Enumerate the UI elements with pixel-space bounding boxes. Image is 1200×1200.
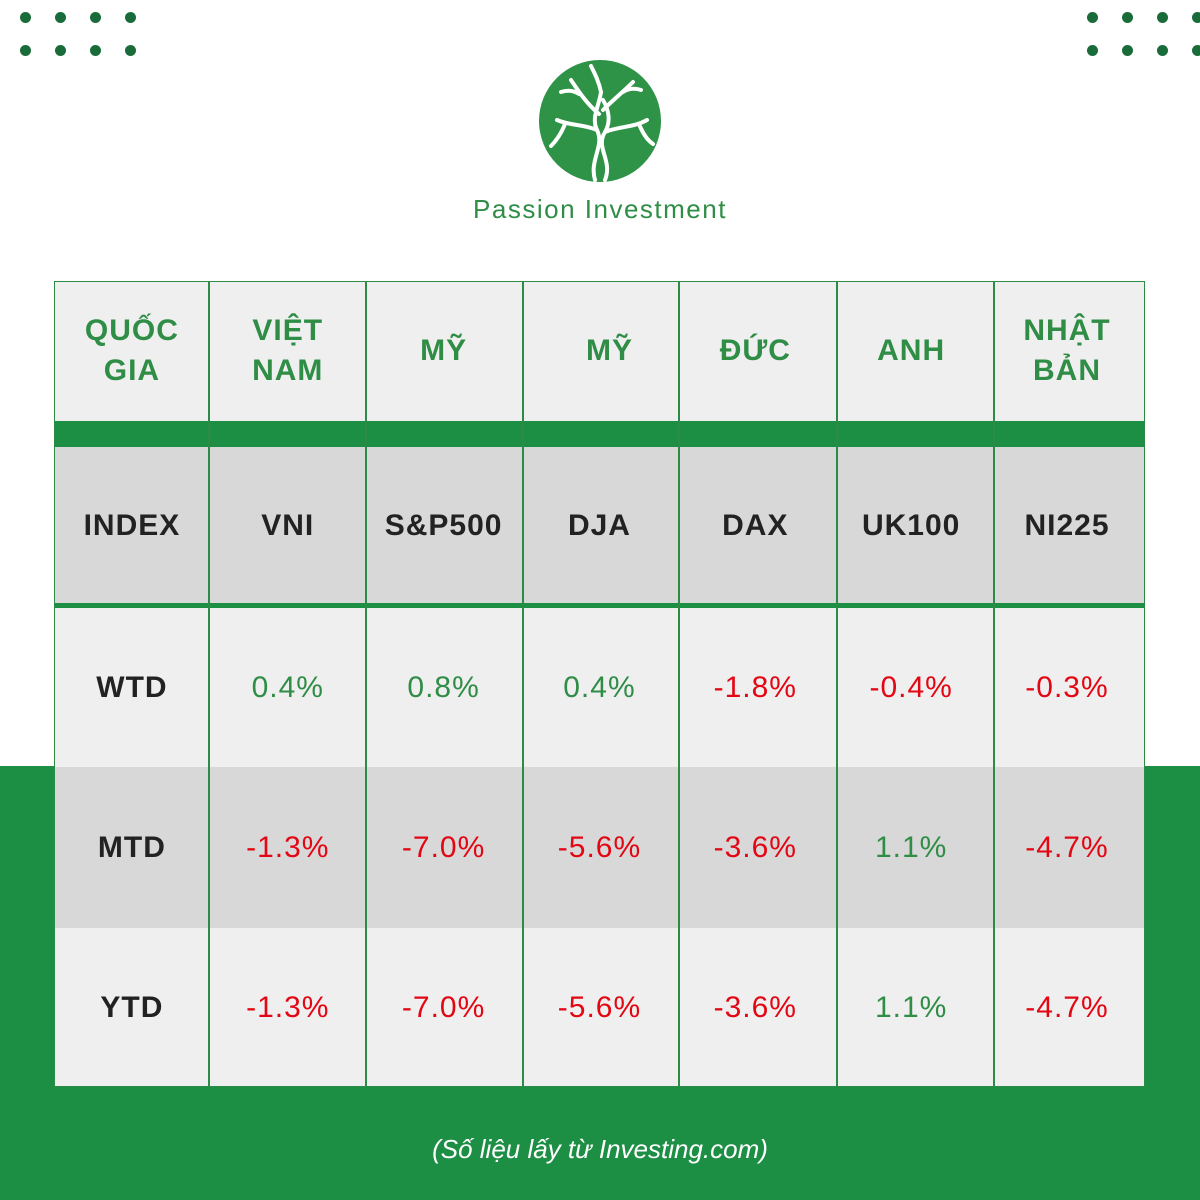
value-cell: -1.3% <box>246 990 330 1024</box>
country-header-label: QUỐC GIA <box>84 314 179 387</box>
value-cell: 1.1% <box>874 990 948 1024</box>
country-cell: NHẬT BẢN <box>1023 314 1111 387</box>
country-cell: ANH <box>877 334 946 367</box>
index-cell: NI225 <box>1024 509 1110 542</box>
decorative-dots-left <box>20 12 136 56</box>
index-cell: DAX <box>722 509 789 542</box>
table-row-ytd: YTD -1.3% -7.0% -5.6% -3.6% 1.1% -4.7% <box>54 928 1145 1087</box>
index-performance-table: QUỐC GIA VIỆT NAM MỸ MỸ ĐỨC ANH NHẬT BẢN… <box>54 281 1145 1087</box>
value-cell: -5.6% <box>557 990 642 1024</box>
value-cell: 0.8% <box>407 670 480 704</box>
row-label: YTD <box>100 990 164 1024</box>
value-cell: -3.6% <box>713 990 797 1024</box>
value-cell: -7.0% <box>401 830 486 864</box>
country-cell: VIỆT NAM <box>252 314 324 387</box>
row-label: WTD <box>96 670 168 704</box>
index-cell: DJA <box>567 509 631 542</box>
country-cell: MỸ <box>585 334 633 367</box>
value-cell: 0.4% <box>251 670 324 704</box>
value-cell: 1.1% <box>874 830 948 864</box>
value-cell: -4.7% <box>1025 830 1109 864</box>
value-cell: -1.3% <box>246 830 330 864</box>
source-footnote: (Số liệu lấy từ Investing.com) <box>432 1134 768 1164</box>
brand-name: Passion Investment <box>473 194 727 224</box>
value-cell: 0.4% <box>563 670 636 704</box>
decorative-dots-right <box>1087 12 1200 56</box>
column-divider <box>365 281 367 1087</box>
value-cell: -1.8% <box>713 670 797 704</box>
index-header-row: INDEX VNI S&P500 DJA DAX UK100 NI225 <box>54 447 1145 605</box>
index-header-label: INDEX <box>83 509 181 542</box>
column-divider <box>522 281 524 1087</box>
value-cell: -0.4% <box>869 670 953 704</box>
table-row-wtd: WTD 0.4% 0.8% 0.4% -1.8% -0.4% -0.3% <box>54 608 1145 767</box>
index-separator <box>54 603 1145 608</box>
header-separator <box>54 421 1145 447</box>
country-header-row: QUỐC GIA VIỆT NAM MỸ MỸ ĐỨC ANH NHẬT BẢN <box>54 281 1145 421</box>
table-row-mtd: MTD -1.3% -7.0% -5.6% -3.6% 1.1% -4.7% <box>54 767 1145 928</box>
tree-logo-icon <box>539 60 661 182</box>
country-cell: MỸ <box>420 334 468 367</box>
index-cell: S&P500 <box>384 509 503 542</box>
value-cell: -3.6% <box>713 830 797 864</box>
column-divider <box>208 281 210 1087</box>
index-cell: UK100 <box>861 509 961 542</box>
country-cell: ĐỨC <box>719 334 791 367</box>
value-cell: -4.7% <box>1025 990 1109 1024</box>
column-divider <box>836 281 838 1087</box>
value-cell: -7.0% <box>401 990 486 1024</box>
value-cell: -5.6% <box>557 830 642 864</box>
value-cell: -0.3% <box>1025 670 1109 704</box>
column-divider <box>993 281 995 1087</box>
column-divider <box>678 281 680 1087</box>
row-label: MTD <box>97 830 166 864</box>
index-cell: VNI <box>261 509 315 542</box>
